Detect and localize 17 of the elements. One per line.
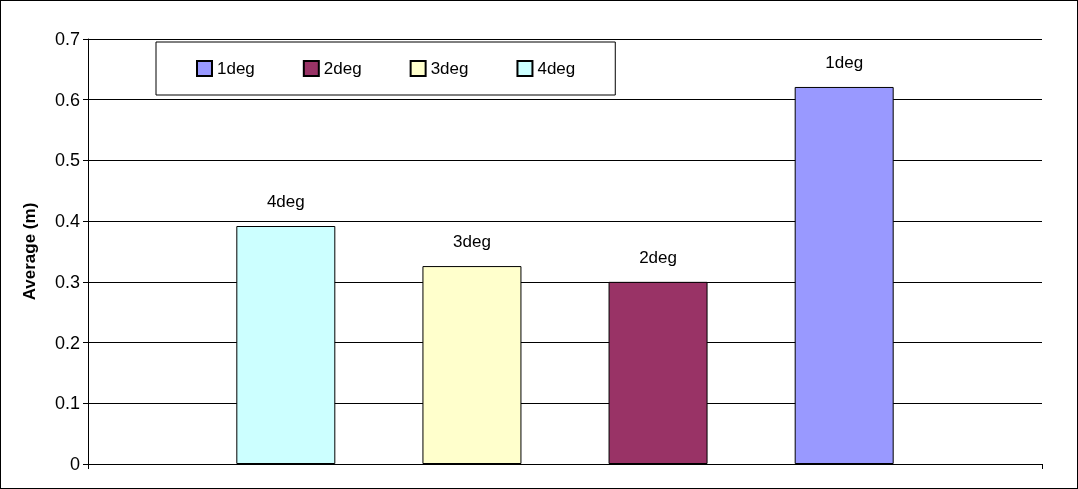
y-tick-label: 0.6 <box>54 89 80 110</box>
y-tick-label: 0.4 <box>54 211 80 232</box>
y-tick-label: 0.1 <box>54 393 80 414</box>
y-tick-label: 0.2 <box>54 332 80 353</box>
text: 3deg <box>453 232 491 252</box>
y-tick-label: 0.7 <box>54 29 80 49</box>
legend-label: 3deg <box>430 59 469 78</box>
y-axis-title: Average (m) <box>20 202 39 301</box>
legend-label: 1deg <box>217 59 255 78</box>
y-tick-label: 0.5 <box>54 150 80 171</box>
text: 4deg <box>266 192 305 211</box>
legend-label: 2deg <box>323 59 362 78</box>
y-tick-label: 0 <box>69 454 80 474</box>
text: 1deg <box>825 52 864 72</box>
legend-label: 4deg <box>537 59 576 78</box>
text: 2deg <box>639 247 677 267</box>
y-tick-label: 0.3 <box>54 271 80 292</box>
